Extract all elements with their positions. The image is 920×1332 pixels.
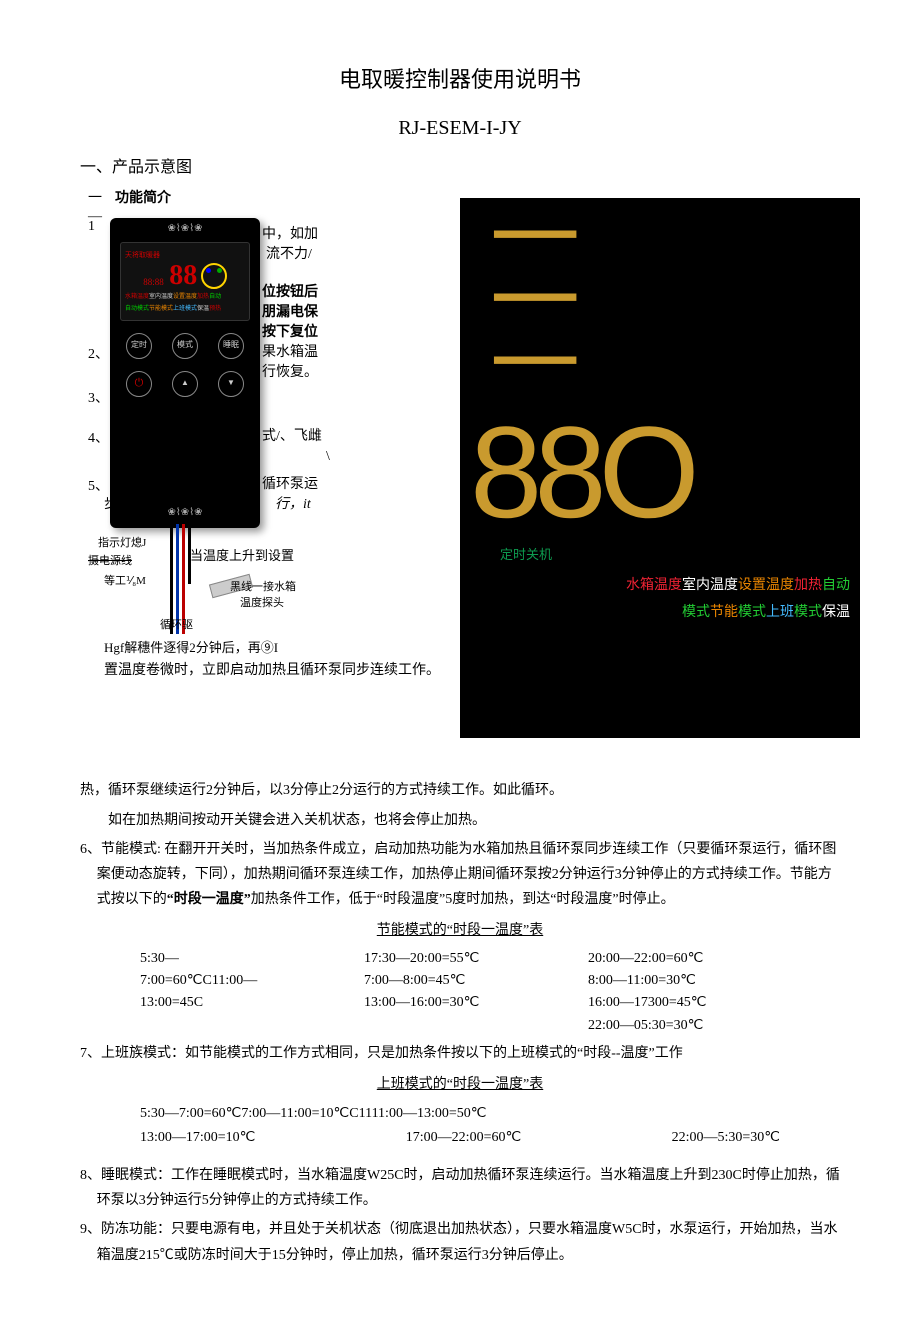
label-hgf: Hgf解穗件逐得2分钟后，再⑨I [104, 640, 278, 657]
num9: 9、 [80, 1222, 101, 1237]
big-lines: 一 一 一 [460, 208, 860, 397]
big-display-panel: 一 一 一 88O 定时关机 水箱温度室内温度设置温度加热自动 模式节能模式上班… [460, 198, 860, 738]
frag-n3: 3、 [88, 386, 109, 411]
t2r2a: 13:00—17:00=10℃ [140, 1127, 255, 1149]
section-1-heading: 一、产品示意图 [80, 154, 840, 183]
para5-a: 置温度卷微时，立即启动加热且循环泵同步连续工作。 [104, 660, 444, 681]
frag-t5b: 步连续工作 [104, 494, 174, 515]
frag-t1b: 流不力/ [266, 244, 312, 265]
para5c: 如在加热期间按动开关键会进入关机状态，也将会停止加热。 [80, 808, 840, 833]
para7: 7、上班族模式：如节能模式的工作方式相同，只是加热条件按以下的上班模式的“时段-… [80, 1041, 840, 1066]
frag-t2b: 朋漏电保 [262, 302, 318, 323]
t2r2c: 22:00—5:30=30℃ [672, 1127, 780, 1149]
table1: 5:30— 7:00=60℃C11:00— 13:00=45C 17:30—20… [80, 948, 840, 1038]
para8: 8、睡眠模式：工作在睡眠模式时，当水箱温度W25C时，启动加热循环泵连续运行。当… [80, 1163, 840, 1213]
t1c3d: 22:00—05:30=30℃ [588, 1015, 780, 1037]
frag-n4: 4、 [88, 426, 109, 451]
device-btn-mode[interactable]: 模式 [172, 333, 198, 359]
table2-title: 上班模式的“时段一温度”表 [80, 1072, 840, 1097]
t1c1a: 5:30— [140, 948, 332, 970]
t2r2b: 17:00—22:00=60℃ [406, 1127, 521, 1149]
num6: 6、 [80, 842, 101, 857]
frag-t5c: 行，it [275, 494, 311, 515]
frag-n1: 1 [88, 214, 95, 239]
device-btn-row-1: 定时 模式 睡眠 [116, 333, 254, 359]
num8: 8、 [80, 1168, 101, 1183]
t1-col1: 5:30— 7:00=60℃C11:00— 13:00=45C [140, 948, 332, 1038]
label-lamp: 指示灯熄J [98, 536, 146, 550]
device-btn-sleep[interactable]: 睡眠 [218, 333, 244, 359]
frag-t2c: 按下复位 [262, 322, 318, 343]
device-time: 88:88 [143, 274, 164, 290]
table2-row1: 5:30—7:00=60℃7:00—11:00=10℃C1111:00—13:0… [80, 1101, 840, 1126]
table1-title: 节能模式的“时段一温度”表 [80, 918, 840, 943]
frag-t4a: 式/、飞雌 [262, 426, 322, 447]
device-btn-up[interactable]: ▲ [172, 371, 198, 397]
t1c3a: 20:00—22:00=60℃ [588, 948, 780, 970]
label-pump: 循环驱 [160, 618, 193, 632]
label-eq: 等工⅟₈M [104, 574, 146, 588]
num7: 7、 [80, 1046, 101, 1061]
t1-col2: 17:30—20:00=55℃ 7:00—8:00=45℃ 13:00—16:0… [364, 948, 556, 1038]
t1c1b: 7:00=60℃C11:00— [140, 970, 332, 992]
deco-top-icon: ❀⌇❀⌇❀ [110, 218, 260, 234]
para9: 9、防冻功能：只要电源有电，并且处于关机状态（彻底退出加热状态），只要水箱温度W… [80, 1217, 840, 1267]
section-2-frag: 功能简介 [115, 188, 171, 209]
frag-t5a: 循环泵运 [262, 474, 318, 495]
big-status-2: 模式节能模式上班模式保温 [460, 600, 860, 629]
big-88: 88O [460, 407, 860, 537]
para6: 6、节能模式: 在翻开开关时，当加热条件成立，启动加热功能为水箱加热且循环泵同步… [80, 837, 840, 913]
big-timer-label: 定时关机 [460, 543, 860, 566]
table2-row2: 13:00—17:00=10℃ 17:00—22:00=60℃ 22:00—5:… [80, 1127, 840, 1149]
t2r1a: 5:30—7:00=60℃7:00—11:00=10℃C1111:00—13:0… [140, 1101, 780, 1126]
doc-model: RJ-ESEM-I-JY [80, 110, 840, 146]
device-status-2: 自动模式节能模式上班模式保温预热 [125, 306, 245, 314]
frag-n2: 2、 [88, 342, 109, 367]
frag-t2a: 位按钮后 [262, 282, 318, 303]
frag-t1a: 中，如加 [262, 224, 318, 245]
doc-title: 电取暖控制器使用说明书 [80, 60, 840, 100]
para5b: 热，循环泵继续运行2分钟后，以3分停止2分运行的方式持续工作。如此循环。 [80, 778, 840, 803]
device-display: 天将取暖器 88:88 88 水箱温度室内温度设置温度加热自动 自动模式节能模式… [120, 242, 250, 320]
label-probe: 温度探头 [240, 596, 284, 610]
label-black: 黑线一接水箱 [230, 580, 296, 594]
t1c3b: 8:00—11:00=30℃ [588, 970, 780, 992]
device-btn-row-2: ⏻ ▲ ▼ [116, 371, 254, 397]
t1c2c: 13:00—16:00=30℃ [364, 992, 556, 1014]
t1c1c: 13:00=45C [140, 992, 332, 1014]
device-circle-icon [201, 263, 227, 289]
device-panel: ❀⌇❀⌇❀ 天将取暖器 88:88 88 水箱温度室内温度设置温度加热自动 自动… [110, 218, 260, 528]
device-btn-power[interactable]: ⏻ [126, 371, 152, 397]
frag-t4b: \ [326, 446, 330, 467]
device-btn-down[interactable]: ▼ [218, 371, 244, 397]
label-wire: 摄电源线 [88, 554, 132, 568]
device-status-1: 水箱温度室内温度设置温度加热自动 [125, 294, 245, 302]
device-big-num: 88 [169, 262, 197, 290]
t1c3c: 16:00—17300=45℃ [588, 992, 780, 1014]
device-btn-timer[interactable]: 定时 [126, 333, 152, 359]
label-rise: 当温度上升到设置 [190, 548, 294, 565]
big-line-3: 一 [490, 334, 860, 397]
t1-col3: 20:00—22:00=60℃ 8:00—11:00=30℃ 16:00—173… [588, 948, 780, 1038]
diagram-area: 功能简介 一 — ❀⌇❀⌇❀ 天将取暖器 88:88 88 水箱温度室内温度设置… [80, 188, 840, 768]
frag-t2d: 果水箱温 [262, 342, 318, 363]
t1c2a: 17:30—20:00=55℃ [364, 948, 556, 970]
frag-t2e: 行恢复。 [262, 362, 318, 383]
big-status-1: 水箱温度室内温度设置温度加热自动 [460, 567, 860, 600]
t1c2b: 7:00—8:00=45℃ [364, 970, 556, 992]
